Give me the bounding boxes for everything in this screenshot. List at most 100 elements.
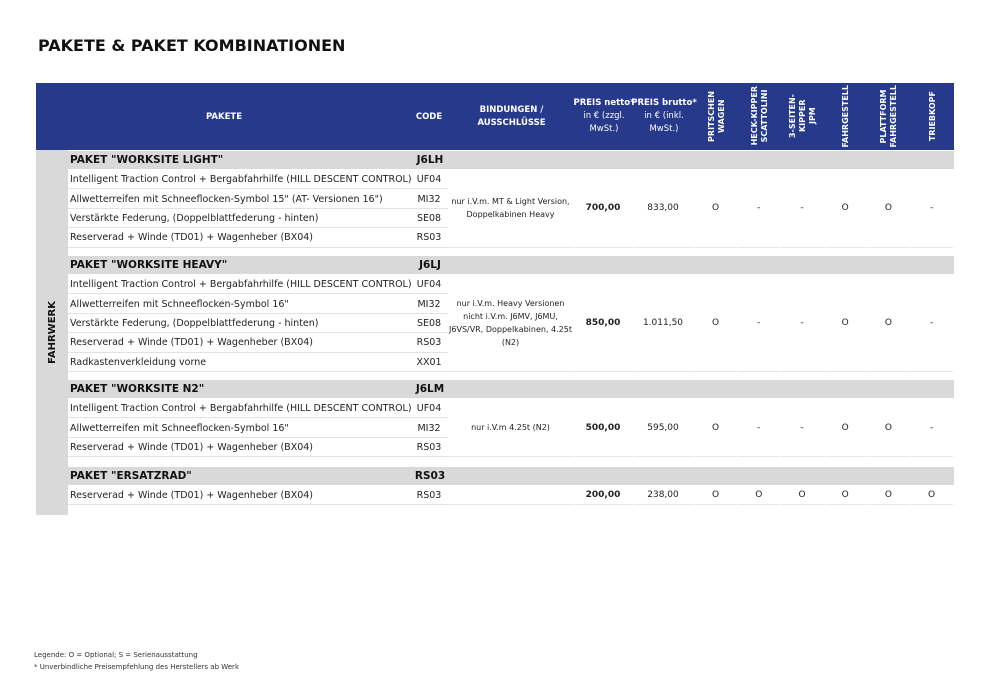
item-code: SE08 [416,317,442,329]
header-line: PREIS brutto* [631,98,697,108]
item-description: Reserverad + Winde (TD01) + Wagenheber (… [70,441,313,453]
header-line: WAGEN [716,99,726,133]
bindung-line: Doppelkabinen Heavy [466,210,555,220]
header-line: 3-SEITEN- [787,93,797,139]
bindung-cell: nur i.V.m. Heavy Versionen nicht i.V.m. J… [448,275,575,372]
availability-mark: - [738,399,782,458]
item-description: Reserverad + Winde (TD01) + Wagenheber (… [70,337,313,349]
item-description: Allwetterreifen mit Schneeflocken-Symbol… [70,193,383,205]
item-code: RS03 [416,232,442,244]
availability-mark: O [695,486,739,506]
group-code: J6LM [415,383,445,395]
item-row [68,353,448,372]
item-row [68,170,448,190]
price-brutto: 238,00 [633,486,695,506]
group-code: J6LJ [419,259,441,271]
header-line: in € (inkl. [644,111,684,121]
item-code: RS03 [416,337,442,349]
header-vertical: PLATTFORM FAHRGESTELL [879,85,899,148]
item-code: UF04 [416,403,442,415]
item-row [68,486,448,506]
item-row [68,399,448,419]
availability-mark: O [867,275,911,372]
price-netto: 850,00 [575,275,633,372]
availability-mark: - [911,399,955,458]
item-code: RS03 [416,441,442,453]
header-line: JPM [807,107,817,125]
header-code: CODE [415,111,443,122]
availability-mark: O [867,170,911,248]
side-label-box: FAHRWERK [36,150,68,515]
item-row [68,228,448,248]
availability-mark: - [738,170,782,248]
header-pakete: PAKETE [205,111,243,122]
price-brutto: 1.011,50 [633,275,695,372]
header-body-type: 3-SEITEN- KIPPER JPM [781,86,824,146]
item-row [68,333,448,353]
item-description: Verstärkte Federung, (Doppelblattfederun… [70,317,319,329]
group-name: PAKET "ERSATZRAD" [70,470,192,482]
header-vertical: 3-SEITEN- KIPPER JPM [788,94,818,138]
bindung-cell: nur i.V.m. MT & Light Version, Doppelkabi… [448,170,575,248]
bindung-line: nicht i.V.m. J6MV, J6MU, [463,312,558,321]
header-line: MwSt.) [589,124,619,134]
header-brutto: PREIS brutto* in € (inkl. MwSt.) [631,83,697,150]
header-line: TRIEBKOPF [927,90,937,142]
item-code: MI32 [417,298,441,310]
bindung-line: nur i.V.m 4.25t (N2) [471,423,550,433]
availability-mark: - [911,275,955,372]
price-brutto: 595,00 [633,399,695,458]
availability-mark: O [911,486,955,506]
bindung-line: nur i.V.m. Heavy Versionen [456,299,565,308]
header-body-type: TRIEBKOPF [911,86,954,146]
legend-line: Legende: O = Optional; S = Serienausstat… [34,651,198,659]
availability-mark: - [781,399,825,458]
header-line: in € (zzgl. [583,111,625,121]
group-header-bg [68,380,954,398]
page-title: PAKETE & PAKET KOMBINATIONEN [38,36,346,55]
item-code: MI32 [417,193,441,205]
header-line: FAHRGESTELL [889,84,899,148]
header-line: MwSt.) [649,124,679,134]
item-description: Radkastenverkleidung vorne [70,356,207,368]
header-line: PRITSCHEN [706,90,716,142]
item-description: Allwetterreifen mit Schneeflocken-Symbol… [70,422,289,434]
group-name: PAKET "WORKSITE HEAVY" [70,259,228,271]
side-label: FAHRWERK [46,301,58,364]
item-row [68,294,448,314]
footnote-line: * Unverbindliche Preisempfehlung des Her… [34,663,239,671]
header-vertical: PRITSCHEN WAGEN [707,91,727,142]
item-code: MI32 [417,422,441,434]
availability-mark: O [867,486,911,506]
bindung-line: (N2) [501,338,520,347]
header-line: BINDUNGEN / [479,104,544,115]
availability-mark: - [911,170,955,248]
item-row [68,189,448,209]
price-netto: 700,00 [575,170,633,248]
item-description: Allwetterreifen mit Schneeflocken-Symbol… [70,298,289,310]
header-body-type: PRITSCHEN WAGEN [695,86,738,146]
group-header-bg [68,467,954,485]
item-code: UF04 [416,174,442,186]
header-line: KIPPER [797,99,807,133]
table-header-band [36,83,954,150]
item-row [68,314,448,334]
header-body-type: PLATTFORM FAHRGESTELL [868,85,911,148]
item-description: Verstärkte Federung, (Doppelblattfederun… [70,212,319,224]
availability-mark: O [824,399,868,458]
group-header-bg [68,256,954,274]
bindung-cell: nur i.V.m 4.25t (N2) [448,399,575,458]
header-vertical: FAHRGESTELL [841,85,851,148]
group-code: J6LH [416,154,444,166]
availability-mark: O [824,170,868,248]
availability-mark: O [867,399,911,458]
availability-mark: O [824,275,868,372]
item-code: XX01 [416,356,442,368]
group-name: PAKET "WORKSITE N2" [70,383,205,395]
price-netto: 500,00 [575,399,633,458]
header-body-type: HECK-KIPPER SCATTOLINI [738,86,781,146]
availability-mark: - [738,275,782,372]
item-description: Intelligent Traction Control + Bergabfah… [70,403,412,415]
availability-mark: O [695,275,739,372]
